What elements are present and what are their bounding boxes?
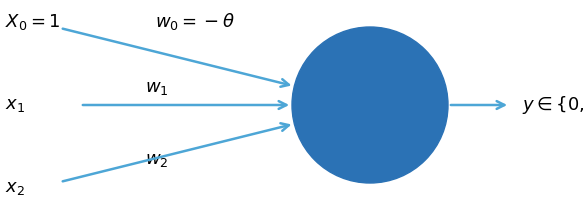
Text: $x_1$: $x_1$ xyxy=(5,96,25,114)
Text: $X_0 = 1$: $X_0 = 1$ xyxy=(5,12,60,32)
Text: $w_1$: $w_1$ xyxy=(145,79,169,97)
Text: $y \in \{0,1\}$: $y \in \{0,1\}$ xyxy=(522,94,586,116)
Text: $w_2$: $w_2$ xyxy=(145,151,168,169)
Text: $x_2$: $x_2$ xyxy=(5,179,25,197)
Ellipse shape xyxy=(292,27,448,183)
Text: $w_0 = -\theta$: $w_0 = -\theta$ xyxy=(155,11,235,32)
